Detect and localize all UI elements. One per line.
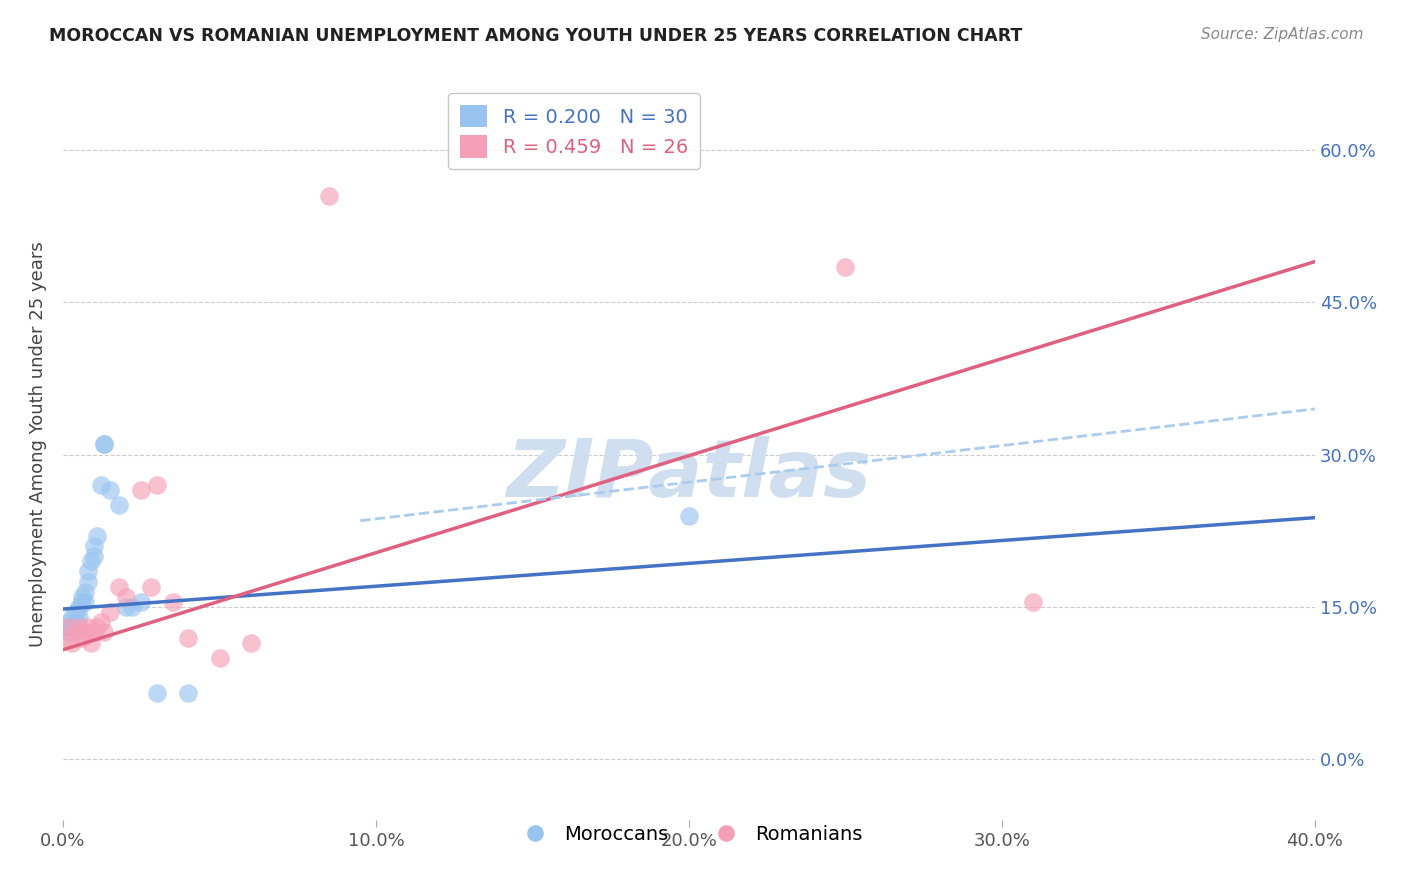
Point [80, 635, 103, 649]
Point [77, 620, 100, 634]
Point [83, 539, 105, 553]
Point [70, 590, 93, 604]
Point [678, 508, 700, 523]
Point [208, 651, 231, 665]
Point [65, 605, 87, 619]
Point [83, 549, 105, 564]
Point [108, 580, 131, 594]
Point [73, 584, 96, 599]
Point [67, 610, 90, 624]
Point [62, 620, 84, 634]
Point [129, 595, 152, 609]
Point [67, 620, 90, 634]
Point [55, 620, 77, 634]
Point [65, 625, 87, 640]
Point [77, 565, 100, 579]
Point [114, 590, 136, 604]
Point [239, 635, 262, 649]
Point [70, 631, 93, 645]
Legend: Moroccans, Romanians: Moroccans, Romanians [508, 817, 870, 852]
Point [77, 574, 100, 589]
Point [58, 615, 80, 630]
Point [139, 580, 162, 594]
Text: Source: ZipAtlas.com: Source: ZipAtlas.com [1201, 27, 1364, 42]
Point [98, 483, 121, 498]
Point [129, 483, 152, 498]
Point [62, 610, 84, 624]
Point [73, 625, 96, 640]
Point [86, 529, 108, 543]
Point [90, 478, 112, 492]
Point [65, 615, 87, 630]
Point [58, 625, 80, 640]
Point [83, 625, 105, 640]
Point [62, 635, 84, 649]
Point [86, 620, 108, 634]
Point [177, 686, 200, 700]
Point [73, 595, 96, 609]
Text: MOROCCAN VS ROMANIAN UNEMPLOYMENT AMONG YOUTH UNDER 25 YEARS CORRELATION CHART: MOROCCAN VS ROMANIAN UNEMPLOYMENT AMONG … [49, 27, 1022, 45]
Point [114, 600, 136, 615]
Point [67, 600, 90, 615]
Point [121, 600, 143, 615]
Point [90, 615, 112, 630]
Text: ZIPatlas: ZIPatlas [506, 435, 872, 514]
Point [318, 188, 340, 202]
Point [70, 595, 93, 609]
Point [55, 631, 77, 645]
Point [58, 620, 80, 634]
Point [98, 605, 121, 619]
Point [146, 686, 169, 700]
Point [93, 437, 115, 451]
Point [834, 260, 856, 274]
Point [1022, 595, 1045, 609]
Point [93, 625, 115, 640]
Point [93, 437, 115, 451]
Point [146, 478, 169, 492]
Point [177, 631, 200, 645]
Point [162, 595, 184, 609]
Point [108, 499, 131, 513]
Y-axis label: Unemployment Among Youth under 25 years: Unemployment Among Youth under 25 years [30, 242, 46, 648]
Point [80, 554, 103, 568]
